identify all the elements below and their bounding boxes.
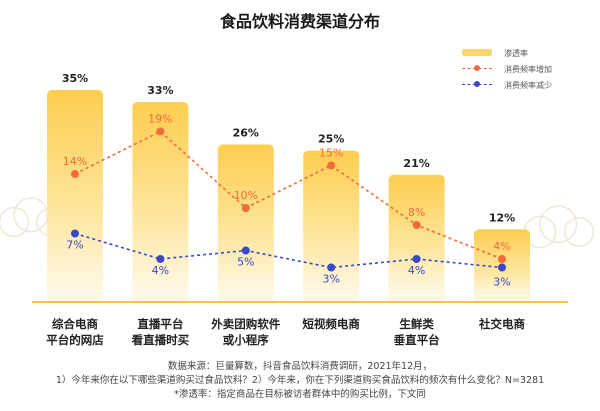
category-label: 看直播时买 <box>131 333 190 347</box>
category-label: 平台的网店 <box>46 333 104 347</box>
category-label: 垂直平台 <box>394 333 440 347</box>
footer-questions: 1）今年来你在以下哪些渠道购买过食品饮料？2）今年来，你在下列渠道购买食品饮料的… <box>55 375 545 386</box>
bar <box>388 174 445 302</box>
bar <box>132 102 189 302</box>
decrease-value-label: 3% <box>322 273 339 286</box>
increase-point <box>156 127 165 136</box>
category-label: 短视频电商 <box>302 317 360 331</box>
increase-point <box>71 170 79 178</box>
legend-swatch-increase-line <box>462 64 498 74</box>
category-label: 或小程序 <box>223 333 269 347</box>
legend-swatch-decrease-line <box>462 80 498 90</box>
legend-item-decrease: 消费频率减少 <box>462 78 592 92</box>
legend-item-increase: 消费频率增加 <box>462 62 592 76</box>
increase-point <box>327 161 336 170</box>
decrease-value-label: 7% <box>66 239 83 252</box>
decrease-point <box>241 246 250 255</box>
legend-item-penetration: 渗透率 <box>462 46 592 60</box>
bar-value-label: 21% <box>403 157 429 170</box>
increase-point <box>498 255 506 263</box>
decrease-point <box>71 229 79 238</box>
legend-swatch-bar <box>462 48 498 58</box>
legend-label-increase: 消费频率增加 <box>504 64 552 74</box>
increase-value-label: 8% <box>408 206 425 219</box>
decor-cloud-right <box>523 205 595 249</box>
decrease-point <box>498 263 506 272</box>
category-label: 直播平台 <box>137 317 183 331</box>
increase-point <box>241 204 250 212</box>
increase-value-label: 14% <box>63 155 87 168</box>
category-label: 综合电商 <box>52 317 98 331</box>
bar-value-label: 35% <box>62 72 88 85</box>
bar <box>47 90 103 302</box>
increase-value-label: 10% <box>234 189 258 202</box>
increase-value-label: 19% <box>148 113 172 126</box>
bar-value-label: 33% <box>147 84 173 97</box>
decrease-point <box>156 255 165 263</box>
decrease-value-label: 4% <box>152 264 169 277</box>
legend-label-decrease: 消费频率减少 <box>504 80 552 90</box>
increase-point <box>412 221 421 229</box>
bar <box>217 144 274 302</box>
decrease-value-label: 3% <box>493 276 510 289</box>
category-label: 社交电商 <box>478 317 525 331</box>
legend: 渗透率 消费频率增加 消费频率减少 <box>462 46 592 94</box>
footer-notes: 数据来源：巨量算数，抖音食品饮料消费调研，2021年12月， 1）今年来你在以下… <box>0 360 600 402</box>
decrease-point <box>327 263 336 272</box>
increase-value-label: 15% <box>319 147 343 160</box>
legend-label-penetration: 渗透率 <box>504 48 528 58</box>
decrease-point <box>412 255 421 263</box>
category-label: 外卖团购软件 <box>210 317 280 331</box>
footer-source: 数据来源：巨量算数，抖音食品饮料消费调研，2021年12月， <box>167 361 433 372</box>
decrease-value-label: 5% <box>237 256 254 269</box>
increase-value-label: 4% <box>493 240 510 253</box>
chart-title: 食品饮料消费渠道分布 <box>219 12 380 31</box>
increase-line <box>74 130 503 260</box>
bar-value-label: 12% <box>489 211 515 224</box>
footer-definition: *渗透率：指定商品在目标被访者群体中的购买比例，下文同 <box>174 389 426 400</box>
category-label: 生鲜类 <box>399 317 434 331</box>
bar-value-label: 25% <box>318 133 344 146</box>
decrease-line <box>74 232 503 269</box>
bar-value-label: 26% <box>233 127 259 140</box>
decrease-value-label: 4% <box>408 264 425 277</box>
